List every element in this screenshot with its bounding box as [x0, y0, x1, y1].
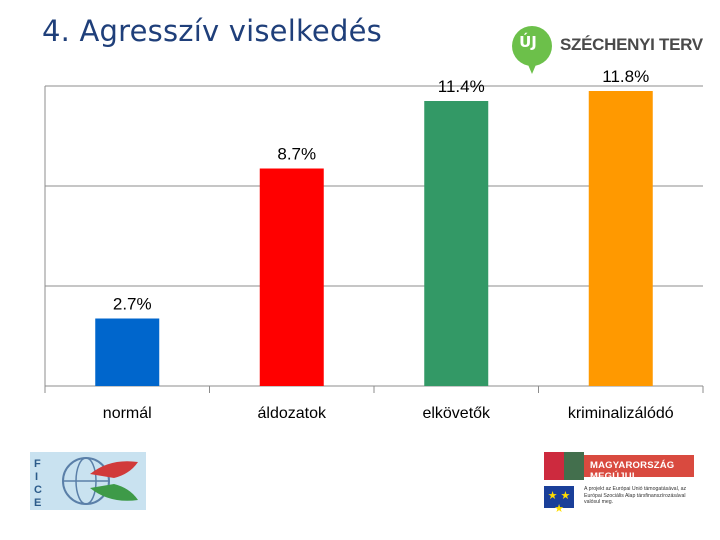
- fice-logo: F I C E: [30, 452, 146, 510]
- x-tick-label: normál: [103, 405, 152, 422]
- chart-data-labels: 2.7% 8.7% 11.4% 11.8%: [113, 67, 649, 314]
- hungarian-flag-icon: [544, 452, 564, 480]
- szechenyi-terv-logo: ÚJ SZÉCHENYI TERV: [508, 22, 708, 78]
- fice-letter: F: [34, 458, 41, 470]
- bar: [95, 318, 160, 386]
- fice-letter: E: [34, 497, 41, 509]
- bar: [588, 91, 653, 386]
- slide-title: 4. Agresszív viselkedés: [42, 14, 382, 48]
- eu-flag-icon: ★ ★ ★: [544, 486, 574, 515]
- bar: [424, 101, 489, 386]
- fice-letter: C: [34, 484, 42, 496]
- data-label: 11.4%: [438, 77, 485, 96]
- data-label: 11.8%: [602, 67, 649, 86]
- location-pin-icon: [512, 26, 552, 74]
- x-tick-label: áldozatok: [258, 405, 327, 422]
- chart-category-labels: normál áldozatok elkövetők kriminalizálódó: [103, 405, 674, 422]
- logo-badge-text: ÚJ: [519, 33, 537, 51]
- eu-funding-text: A projekt az Európai Unió támogatásával,…: [584, 486, 687, 506]
- logo-stripe: MAGYARORSZÁG MEGÚJUL: [584, 455, 694, 482]
- logo-stripe-text: MAGYARORSZÁG MEGÚJUL: [590, 460, 675, 482]
- data-label: 2.7%: [113, 295, 152, 314]
- x-tick-label: elkövetők: [422, 405, 491, 422]
- fice-letter: I: [35, 471, 38, 483]
- data-label: 8.7%: [277, 145, 316, 164]
- bar: [259, 168, 324, 386]
- chart-bars: [95, 91, 653, 386]
- fice-logo-graphic: F I C E: [30, 452, 146, 510]
- x-tick-label: kriminalizálódó: [568, 405, 674, 422]
- magyarorszag-megujul-logo: MAGYARORSZÁG MEGÚJUL ★ ★ ★ A projekt az …: [544, 452, 694, 515]
- logo-wordmark: SZÉCHENYI TERV: [560, 35, 703, 54]
- hungarian-flag-green: [564, 452, 584, 480]
